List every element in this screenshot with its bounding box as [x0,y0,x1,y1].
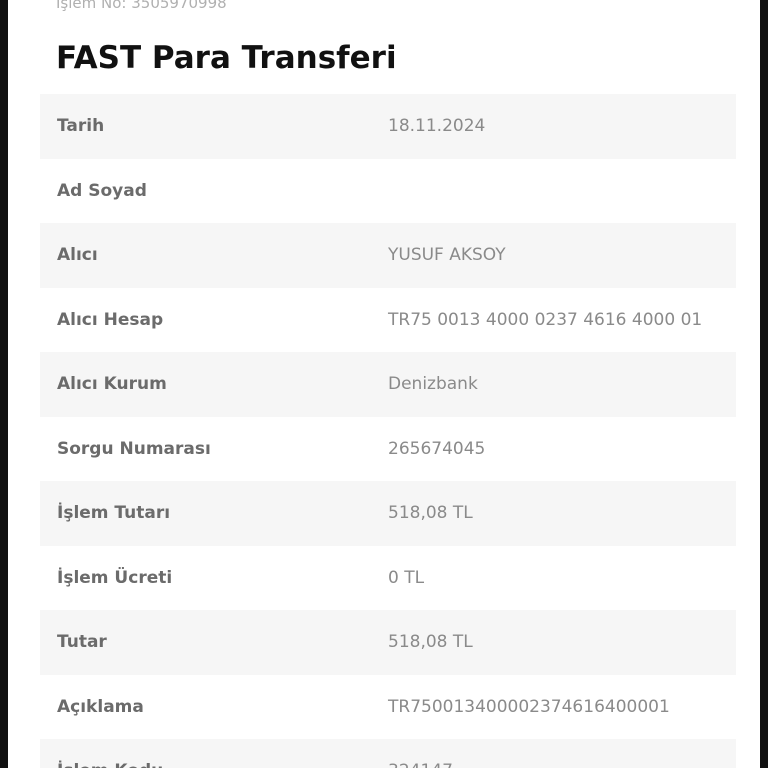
row-label: Alıcı Hesap [57,309,164,330]
transaction-number: İşlem No: 3505970998 [56,0,227,12]
row-value: Denizbank [388,374,478,394]
row-value: TR750013400002374616400001 [388,696,670,717]
row-value: 0 TL [388,567,425,588]
detail-row: Sorgu Numarası 265674045 [40,417,736,482]
detail-row: Tarih 18.11.2024 [40,94,736,159]
detail-row: Alıcı YUSUF AKSOY [40,223,736,288]
detail-row: Alıcı Kurum Denizbank [40,352,736,417]
row-value: 265674045 [388,438,486,459]
detail-row: Ad Soyad [40,159,736,224]
row-label: Tutar [57,632,107,652]
row-label: Alıcı Kurum [57,374,167,394]
row-value: TR75 0013 4000 0237 4616 4000 01 [388,309,703,330]
row-label: Tarih [57,116,105,136]
row-value: 18.11.2024 [388,116,486,136]
row-label: Sorgu Numarası [57,438,211,459]
detail-row: İşlem Ücreti 0 TL [40,546,736,611]
row-label: İşlem Kodu [57,739,163,768]
row-label: Ad Soyad [57,180,147,201]
detail-row: Alıcı Hesap TR75 0013 4000 0237 4616 4000… [40,288,736,353]
row-label: İşlem Ücreti [57,567,173,588]
row-value: YUSUF AKSOY [388,245,506,265]
row-label: Alıcı [57,245,98,265]
title: FAST Para Transferi [56,40,397,76]
row-value: 518,08 TL [388,503,473,523]
row-value: 518,08 TL [388,632,473,652]
row-label: İşlem Tutarı [57,503,171,523]
detail-row: Tutar 518,08 TL [40,610,736,675]
row-label: Açıklama [57,696,144,717]
detail-row: İşlem Tutarı 518,08 TL [40,481,736,546]
detail-row: İşlem Kodu 324147 [40,739,736,768]
row-value: 324147 [388,739,453,768]
detail-row: Açıklama TR750013400002374616400001 [40,675,736,740]
receipt-screen: İşlem No: 3505970998 FAST Para Transferi… [8,0,760,768]
